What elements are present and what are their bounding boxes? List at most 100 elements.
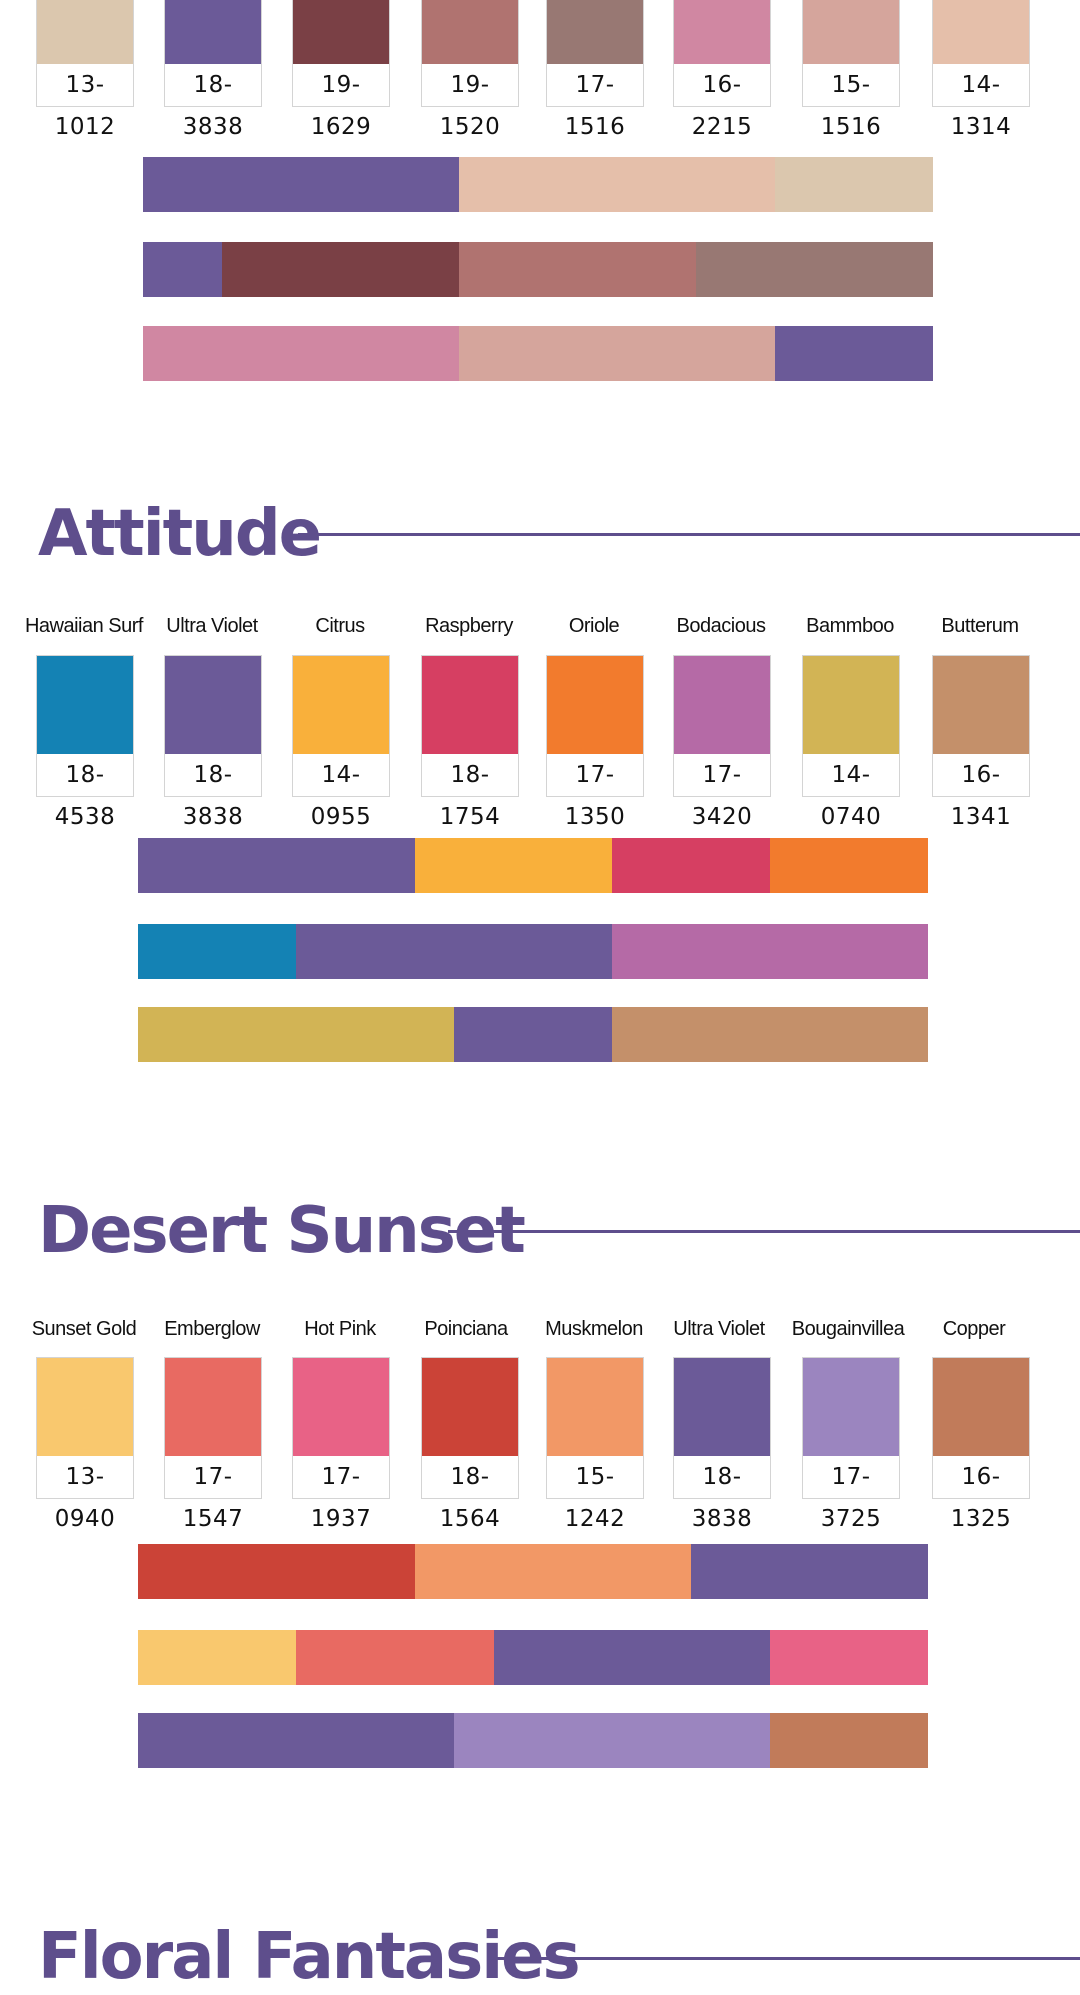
color-chip [803, 0, 899, 64]
color-name: Poinciana [424, 1318, 508, 1340]
color-combination-bar [138, 1544, 928, 1599]
color-code: 16-1341 [950, 762, 1012, 830]
color-code: 19-1520 [439, 72, 501, 140]
color-swatch: 16-1325 [932, 1357, 1030, 1532]
color-chip [165, 656, 261, 754]
color-name: Ultra Violet [673, 1318, 765, 1340]
color-chip [293, 656, 389, 754]
color-name: Bammboo [806, 615, 894, 637]
color-segment [612, 838, 770, 893]
title-divider [496, 1957, 1080, 1960]
color-code: 14-0955 [310, 762, 372, 830]
color-swatch: 17-3725 [802, 1357, 900, 1532]
color-code: 16-2215 [691, 72, 753, 140]
color-segment [138, 838, 415, 893]
color-name: Oriole [568, 615, 620, 637]
color-combination-bar [138, 1630, 928, 1685]
color-combination-bar [143, 242, 933, 297]
color-swatch: 17-1350 [546, 655, 644, 830]
color-name: Raspberry [425, 615, 513, 637]
color-segment [775, 157, 933, 212]
color-segment [138, 1007, 454, 1062]
color-combination-bar [138, 1713, 928, 1768]
color-chip [422, 0, 518, 64]
color-swatch: 13-0940 [36, 1357, 134, 1532]
color-combination-bar [138, 1007, 928, 1062]
color-code: 15-1242 [564, 1464, 626, 1532]
color-code: 18-1564 [439, 1464, 501, 1532]
color-swatch: 18-3838 [164, 655, 262, 830]
color-chip [933, 656, 1029, 754]
color-name: Copper [942, 1318, 1006, 1340]
color-swatch: 14-1314 [932, 0, 1030, 140]
color-code: 13-1012 [54, 72, 116, 140]
color-code: 18-3838 [182, 72, 244, 140]
color-name: Butterum [941, 615, 1019, 637]
title-divider [298, 533, 1080, 536]
color-segment [414, 838, 612, 893]
color-chip [37, 1358, 133, 1456]
color-segment [696, 242, 933, 297]
color-code: 19-1629 [310, 72, 372, 140]
section-title: Attitude [38, 497, 322, 571]
color-swatch: 15-1242 [546, 1357, 644, 1532]
color-chip [674, 656, 770, 754]
color-code: 18-1754 [439, 762, 501, 830]
color-segment [770, 1630, 928, 1685]
color-code: 16-1325 [950, 1464, 1012, 1532]
color-segment [493, 1630, 770, 1685]
color-chip [422, 656, 518, 754]
color-segment [459, 326, 775, 381]
color-code: 18-3838 [182, 762, 244, 830]
color-swatch: 13-1012 [36, 0, 134, 140]
color-name: Bougainvillea [791, 1318, 905, 1340]
color-segment [454, 1007, 612, 1062]
color-code: 17-1516 [564, 72, 626, 140]
color-code: 17-3420 [691, 762, 753, 830]
color-swatch: 14-0955 [292, 655, 390, 830]
color-code: 17-1937 [310, 1464, 372, 1532]
color-swatch: 17-1516 [546, 0, 644, 140]
color-code: 13-0940 [54, 1464, 116, 1532]
color-code: 14-0740 [820, 762, 882, 830]
section-title: Floral Fantasies [38, 1920, 581, 1994]
color-swatch: 16-1341 [932, 655, 1030, 830]
color-name: Citrus [315, 615, 365, 637]
color-chip [422, 1358, 518, 1456]
color-segment [138, 1630, 296, 1685]
color-swatch: 16-2215 [673, 0, 771, 140]
color-chip [674, 1358, 770, 1456]
color-combination-bar [143, 157, 933, 212]
color-chip [547, 656, 643, 754]
color-name: Ultra Violet [166, 615, 258, 637]
color-segment [222, 242, 459, 297]
color-swatch: 18-3838 [673, 1357, 771, 1532]
color-chip [165, 0, 261, 64]
color-swatch: 19-1520 [421, 0, 519, 140]
color-chip [674, 0, 770, 64]
color-swatch: 18-1564 [421, 1357, 519, 1532]
title-divider [448, 1230, 1080, 1233]
color-segment [143, 326, 459, 381]
color-chip [547, 0, 643, 64]
color-segment [454, 1713, 770, 1768]
color-combination-bar [143, 326, 933, 381]
color-segment [414, 1544, 691, 1599]
color-segment [138, 1544, 415, 1599]
color-combination-bar [138, 924, 928, 979]
color-name: Emberglow [164, 1318, 260, 1340]
color-name: Muskmelon [545, 1318, 643, 1340]
color-segment [138, 1713, 454, 1768]
color-chip [293, 0, 389, 64]
color-swatch: 14-0740 [802, 655, 900, 830]
color-combination-bar [138, 838, 928, 893]
color-segment [770, 838, 928, 893]
color-segment [459, 157, 775, 212]
color-chip [933, 0, 1029, 64]
color-segment [775, 326, 933, 381]
color-chip [933, 1358, 1029, 1456]
color-segment [143, 242, 222, 297]
color-code: 14-1314 [950, 72, 1012, 140]
color-swatch: 18-1754 [421, 655, 519, 830]
color-segment [459, 242, 696, 297]
